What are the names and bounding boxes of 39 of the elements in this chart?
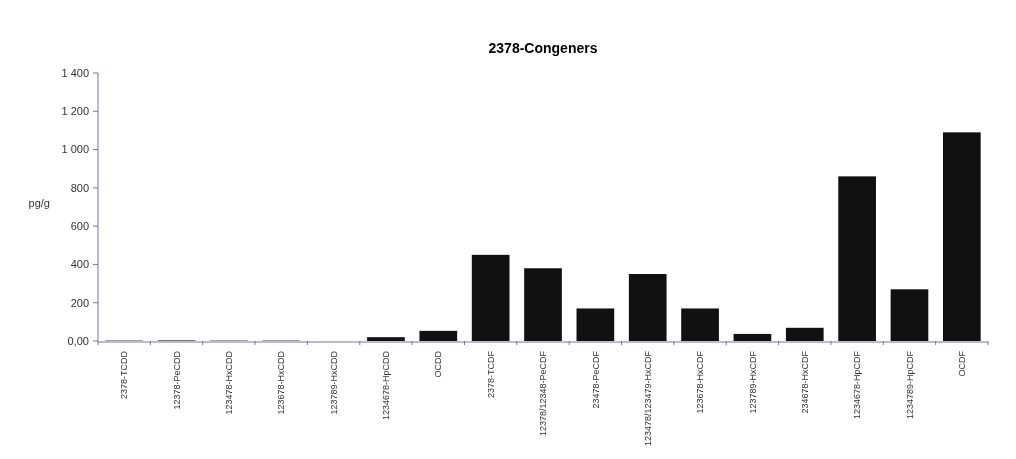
y-tick-label: 800: [70, 181, 89, 194]
bar: [838, 176, 876, 341]
bar: [524, 268, 562, 341]
x-tick-label: OCDF: [956, 350, 967, 377]
y-tick-label: 200: [70, 296, 89, 309]
x-tick-label: 23478-PeCDF: [590, 350, 601, 409]
x-tick-label: 123678-HxCDF: [695, 350, 706, 414]
y-axis-title: pg/g: [28, 197, 50, 209]
y-tick-label: 1 400: [61, 66, 89, 79]
x-tick-label: 1234678-HpCDD: [381, 350, 392, 421]
bar: [419, 330, 458, 341]
chart-title: 2378-Congeners: [488, 40, 598, 56]
x-tick-label: 123478/123479-HxCDF: [642, 350, 653, 447]
x-tick-label: 123789-HxCDD: [328, 350, 339, 415]
bar: [471, 254, 510, 341]
y-tick-label: 600: [70, 219, 89, 232]
bar: [890, 289, 929, 341]
bar: [733, 333, 772, 341]
x-tick-label: 1234789-HpCDF: [904, 350, 915, 420]
bar: [785, 327, 824, 341]
y-tick-label: 400: [70, 258, 89, 271]
x-tick-label: 1234678-HpCDF: [852, 350, 863, 420]
bar: [681, 308, 719, 341]
x-tick-label: 12378-PeCDD: [171, 350, 182, 410]
bar: [576, 308, 615, 341]
x-tick-label: 12378/12348-PeCDF: [538, 350, 549, 437]
bar: [367, 337, 405, 341]
x-tick-label: 123789-HxCDF: [747, 350, 758, 414]
x-tick-label: 2378-TCDD: [119, 350, 130, 400]
y-tick-label: 1 200: [61, 105, 89, 118]
x-tick-label: 123678-HxCDD: [276, 350, 287, 415]
bar: [628, 274, 667, 341]
y-tick-label: 1 000: [61, 143, 89, 156]
y-tick-label: 0,00: [67, 334, 89, 347]
x-tick-label: 2378-TCDF: [485, 350, 496, 399]
x-tick-label: OCDD: [433, 350, 444, 378]
x-tick-label: 234678-HxCDF: [799, 350, 810, 414]
x-tick-label: 123478-HxCDD: [224, 350, 235, 415]
bar: [942, 132, 981, 341]
